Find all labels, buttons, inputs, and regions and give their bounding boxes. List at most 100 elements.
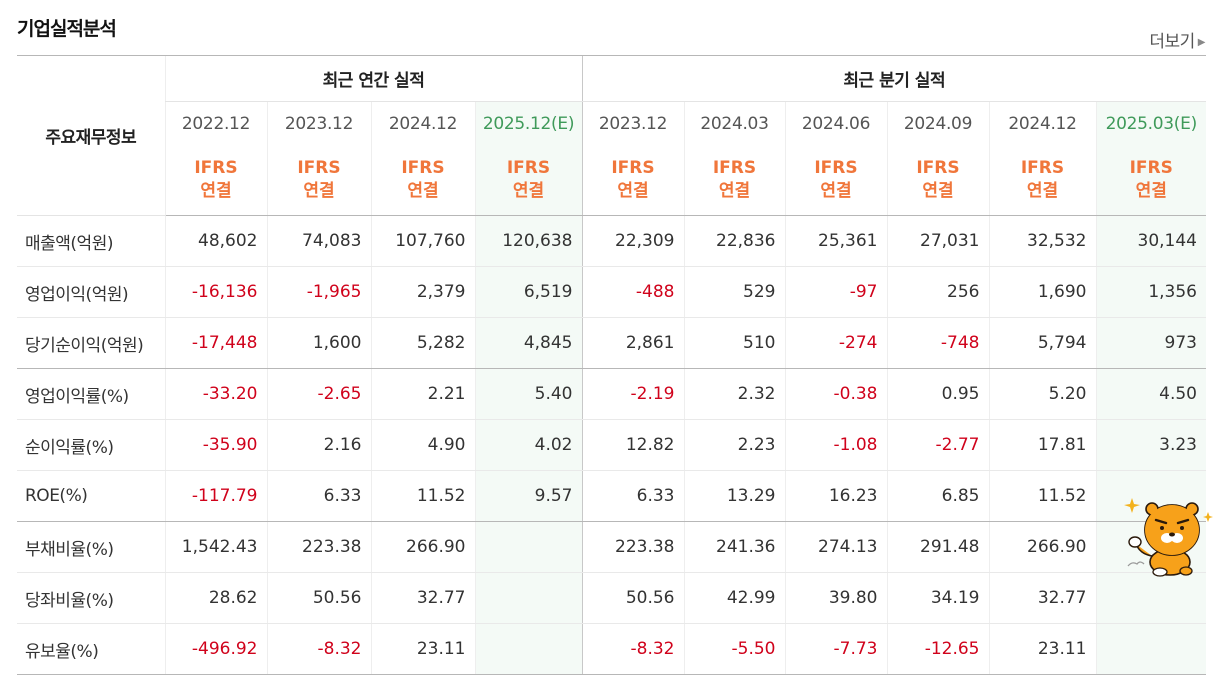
sparkle-icon [1124,498,1213,522]
more-link-label: 더보기 [1149,32,1195,52]
consolidated-label: 연결 [303,181,335,201]
period-header: 2024.09 [886,101,989,145]
row-label: 부채비율(%) [17,521,165,573]
ifrs-badge: IFRS 연결 [474,145,582,216]
consolidated-label: 연결 [1135,181,1167,201]
ifrs-badge: IFRS 연결 [886,145,989,216]
table-cell: 30,144 [1095,215,1206,267]
table-cell: 13.29 [683,470,785,522]
consolidated-label: 연결 [820,181,852,201]
consolidated-label: 연결 [512,181,545,201]
table-cell: 1,542.43 [164,521,267,573]
table-row: 부채비율(%) 1,542.43 223.38 266.90 223.38 241.36 2… [17,521,1206,573]
ifrs-badge: IFRS 연결 [266,145,371,216]
table-cell: 5,794 [988,317,1096,369]
table-cell: 22,836 [683,215,785,267]
table-cell: 1,600 [266,317,371,369]
row-label: 당기순이익(억원) [17,317,165,369]
table-cell: 5,282 [370,317,475,369]
table-cell: 50.56 [266,572,371,624]
table-cell: 22,309 [581,215,684,267]
table-cell: -1.08 [784,419,887,471]
table-cell: 2.16 [266,419,371,471]
table-cell: 266.90 [370,521,475,573]
table-cell: 48,602 [164,215,267,267]
table-cell: -0.38 [784,368,887,420]
table-cell: 6,519 [474,266,582,318]
table-cell: 27,031 [886,215,989,267]
table-row: 매출액(억원) 48,602 74,083 107,760 120,638 22,309 2… [17,215,1206,267]
table-cell: -8.32 [266,623,371,675]
period-header: 2024.03 [683,101,785,145]
ifrs-label: IFRS [194,158,238,178]
ifrs-badge: IFRS 연결 [1095,145,1206,216]
table-cell: 2,379 [370,266,475,318]
table-cell: 23.11 [370,623,475,675]
table-cell: 2.32 [683,368,785,420]
row-label: 당좌비율(%) [17,572,165,624]
table-cell [1095,572,1206,624]
table-cell: 16.23 [784,470,887,522]
table-cell: 28.62 [164,572,267,624]
table-row: 당좌비율(%) 28.62 50.56 32.77 50.56 42.99 39.80 34.… [17,572,1206,624]
table-cell: 5.20 [988,368,1096,420]
table-cell: -17,448 [164,317,267,369]
table-cell: 5.40 [474,368,582,420]
table-cell: 1,690 [988,266,1096,318]
ifrs-label: IFRS [712,158,757,178]
table-cell: 4.02 [474,419,582,471]
table-cell: 23.11 [988,623,1096,675]
ifrs-label: IFRS [611,158,655,178]
table-cell: 2.21 [370,368,475,420]
period-header: 2024.06 [784,101,887,145]
period-header: 2024.12 [370,101,475,145]
row-label: ROE(%) [17,470,165,522]
period-header: 2023.12 [266,101,371,145]
table-cell: 6.85 [886,470,989,522]
table-cell: 50.56 [581,572,684,624]
consolidated-label: 연결 [617,181,649,201]
table-cell: 9.57 [474,470,582,522]
ifrs-badge: IFRS 연결 [683,145,785,216]
period-header: 2022.12 [164,101,267,145]
table-cell: 3.23 [1095,419,1206,471]
table-cell: 4,845 [474,317,582,369]
table-cell: 241.36 [683,521,785,573]
table-cell: 256 [886,266,989,318]
table-cell: 529 [683,266,785,318]
table-cell: -5.50 [683,623,785,675]
consolidated-label: 연결 [1026,181,1059,201]
table-cell: -2.77 [886,419,989,471]
table-cell: 74,083 [266,215,371,267]
period-header: 2025.12(E) [474,101,582,145]
table-cell [474,521,582,573]
ifrs-label: IFRS [401,158,445,178]
table-cell: 34.19 [886,572,989,624]
table-cell: -2.19 [581,368,684,420]
table-row: ROE(%) -117.79 6.33 11.52 9.57 6.33 13.29 16.23… [17,470,1206,522]
table-cell: 32.77 [370,572,475,624]
table-cell: 266.90 [988,521,1096,573]
table-cell: 223.38 [266,521,371,573]
table-cell: -97 [784,266,887,318]
ifrs-badge: IFRS 연결 [164,145,267,216]
table-cell: 274.13 [784,521,887,573]
table-cell: -496.92 [164,623,267,675]
consolidated-label: 연결 [922,181,954,201]
financial-summary-table: 주요재무정보 최근 연간 실적 최근 분기 실적 2022.12 2023.12 2… [17,55,1206,675]
table-cell: -117.79 [164,470,267,522]
section-title: 기업실적분석 [17,18,117,40]
table-row: 영업이익률(%) -33.20 -2.65 2.21 5.40 -2.19 2.32 -0.3… [17,368,1206,420]
table-cell: -1,965 [266,266,371,318]
row-label: 매출액(억원) [17,215,165,267]
quarter-group-header: 최근 분기 실적 [581,55,1206,102]
table-cell: 0.95 [886,368,989,420]
table-cell: -2.65 [266,368,371,420]
table-cell: -7.73 [784,623,887,675]
table-cell: -35.90 [164,419,267,471]
more-link[interactable]: 더보기 ▶ [1149,27,1205,52]
table-cell: 510 [683,317,785,369]
annual-group-header: 최근 연간 실적 [164,55,582,102]
table-cell: 973 [1095,317,1206,369]
table-cell: -488 [581,266,684,318]
